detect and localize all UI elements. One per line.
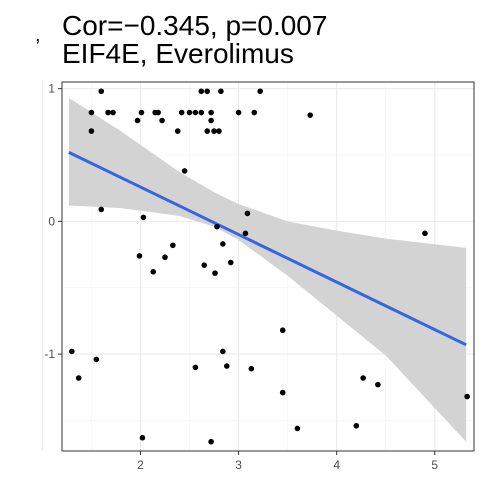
data-point	[88, 128, 95, 134]
chart-title: Cor=−0.345, p=0.007	[62, 10, 328, 41]
data-point	[204, 128, 210, 134]
regression-line-path	[68, 150, 467, 347]
data-point	[192, 364, 199, 371]
confidence-band-area	[68, 97, 467, 442]
data-point	[212, 270, 218, 276]
data-point	[216, 128, 222, 134]
data-point	[201, 262, 208, 268]
data-point	[98, 88, 105, 95]
title-block: Cor=−0.345, p=0.007 EIF4E, Everolimus	[62, 12, 327, 68]
data-point	[136, 253, 143, 259]
data-point	[242, 230, 249, 237]
data-point	[192, 109, 199, 116]
regression-line	[68, 150, 467, 347]
x-tick-label: 2	[137, 458, 144, 472]
data-point	[257, 88, 263, 95]
data-point	[178, 109, 185, 116]
data-point	[140, 214, 147, 221]
data-point	[170, 242, 176, 249]
data-point	[186, 109, 193, 116]
data-point	[181, 168, 188, 174]
data-point	[150, 269, 157, 275]
data-point	[110, 109, 116, 116]
chart-subtitle: EIF4E, Everolimus	[62, 38, 294, 69]
data-point	[307, 112, 313, 118]
data-point	[198, 109, 205, 116]
data-point	[244, 210, 251, 217]
data-point	[224, 363, 230, 369]
data-point	[155, 109, 161, 116]
data-point	[174, 128, 181, 134]
data-point	[204, 88, 210, 95]
data-point	[235, 109, 242, 116]
data-point	[98, 206, 105, 213]
data-point	[227, 259, 234, 266]
data-point	[88, 109, 95, 116]
data-point	[198, 88, 205, 95]
data-point	[139, 434, 146, 441]
data-point	[375, 381, 381, 388]
data-point	[211, 128, 217, 134]
data-point	[251, 109, 258, 116]
confidence-band	[68, 97, 467, 442]
data-point	[75, 375, 82, 381]
data-point	[69, 348, 75, 355]
data-point	[162, 254, 168, 261]
data-point	[105, 109, 111, 116]
data-point	[360, 375, 366, 381]
data-point	[220, 348, 226, 355]
data-point	[220, 241, 226, 247]
data-point	[464, 393, 470, 400]
y-axis: -1 0 1	[44, 82, 62, 361]
data-point	[208, 438, 214, 445]
data-point	[294, 425, 301, 432]
data-points	[69, 88, 470, 445]
data-point	[218, 88, 224, 95]
data-point	[208, 109, 214, 116]
data-point	[353, 422, 360, 429]
x-tick-label: 4	[333, 458, 340, 472]
x-tick-label: 3	[235, 458, 242, 472]
x-axis: 2 3 4 5	[137, 451, 438, 472]
data-point	[208, 117, 214, 124]
data-point	[159, 117, 165, 124]
stray-mark: ,	[35, 24, 41, 46]
data-point	[248, 365, 255, 372]
data-point	[93, 356, 100, 363]
data-point	[134, 117, 141, 124]
data-point	[422, 230, 428, 237]
plot-panel-border	[61, 81, 475, 452]
y-tick-label: 1	[48, 82, 55, 96]
data-point	[279, 327, 286, 334]
y-tick-label: 0	[48, 214, 55, 228]
data-point	[138, 109, 145, 116]
x-tick-label: 5	[431, 458, 438, 472]
y-tick-label: -1	[44, 347, 55, 361]
data-point	[279, 389, 286, 396]
data-point	[214, 223, 220, 230]
